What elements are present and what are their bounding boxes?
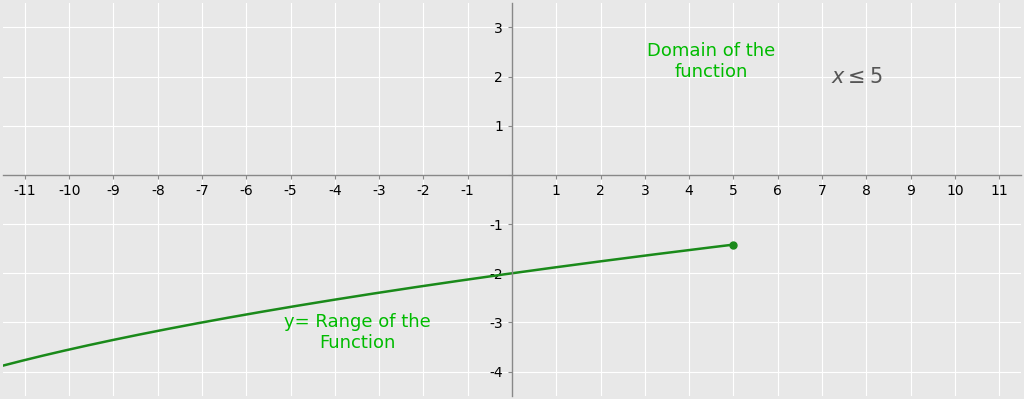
Text: Domain of the
function: Domain of the function — [647, 42, 775, 81]
Text: $x\leq5$: $x\leq5$ — [831, 67, 884, 87]
Text: y= Range of the
Function: y= Range of the Function — [284, 313, 430, 352]
